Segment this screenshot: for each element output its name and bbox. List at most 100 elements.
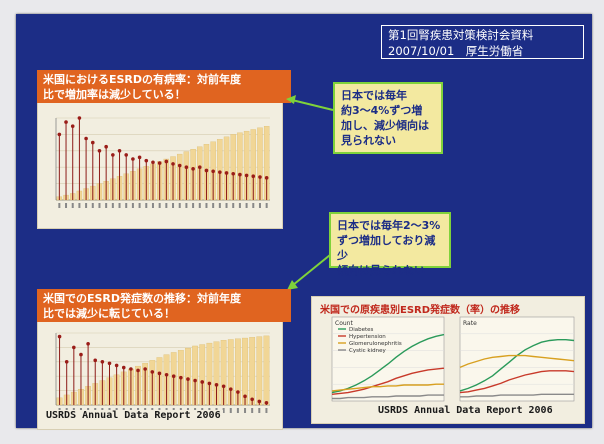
stem-point [77, 116, 82, 120]
x-tick-mark [225, 203, 228, 208]
legend-label: Diabetes [349, 327, 374, 333]
series-line [331, 367, 445, 395]
x-tick-mark [185, 203, 188, 208]
prevalence-title-line2: 比で増加率は減少している！ [43, 88, 186, 101]
cause-source-caption: USRDS Annual Data Report 2006 [376, 405, 555, 416]
stem-point [124, 153, 129, 157]
stem-point [200, 380, 205, 384]
stem-point [90, 140, 95, 145]
stem-point [164, 372, 169, 377]
stem-point [218, 170, 222, 174]
incidence-title-line2: 比では減少に転じている！ [43, 307, 175, 320]
note2-line2: ずつ増加しており減少 [337, 234, 436, 262]
note1-line4: 見られない [341, 134, 396, 147]
cause-chart: Count Rate DiabetesHypertensionGlomerulone… [331, 316, 575, 402]
stem-point [224, 171, 229, 175]
x-tick-mark [212, 203, 215, 208]
series-line [459, 370, 575, 394]
stem-point [107, 361, 112, 366]
stem-point [131, 157, 135, 161]
stem-point [204, 168, 209, 173]
x-tick-mark [245, 203, 248, 208]
stem-point [171, 374, 176, 378]
note1-line3: 加し、減少傾向は [341, 119, 429, 132]
x-tick-mark [178, 203, 181, 208]
x-tick-mark [65, 203, 68, 208]
prevalence-title-line1: 米国におけるESRDの有病率：対前年度 [43, 73, 242, 86]
note1-line1: 日本では毎年 [341, 89, 407, 102]
series-line [459, 354, 575, 369]
x-tick-mark [258, 203, 261, 208]
x-tick-mark [222, 408, 225, 413]
stem-point [100, 360, 105, 364]
x-tick-mark [71, 203, 74, 208]
bar [263, 335, 270, 406]
stem-point [143, 367, 147, 371]
x-tick-mark [118, 203, 121, 208]
x-tick-mark [205, 203, 208, 208]
stem-point [86, 342, 90, 346]
x-tick-mark [244, 408, 247, 413]
stem-point [257, 399, 262, 404]
stem-point [64, 120, 68, 124]
incidence-panel-title: 米国でのESRD発症数の推移：対前年度 比では減少に転じている！ [37, 289, 291, 322]
series-line [331, 383, 444, 392]
x-tick-mark [78, 203, 81, 208]
stem-point [211, 169, 215, 174]
x-tick-mark [172, 203, 175, 208]
stem-point [136, 368, 140, 373]
stem-point [121, 365, 126, 370]
stem-point [221, 384, 226, 389]
stem-point [129, 367, 133, 371]
stem-point [84, 136, 88, 141]
stem-point [236, 390, 240, 394]
series-line [332, 394, 444, 400]
stem-point [264, 176, 269, 180]
x-tick-mark [125, 203, 128, 208]
stem-point [184, 165, 189, 169]
legend-label: Hypertension [349, 334, 386, 340]
x-tick-mark [151, 203, 154, 208]
stem-point [144, 158, 149, 163]
stem-point [64, 360, 69, 364]
x-tick-mark [105, 203, 108, 208]
count-subplot-label: Count [335, 320, 353, 327]
stem-point [164, 159, 169, 164]
japan-incidence-note: 日本では毎年2～3% ずつ増加しており減少 傾向は見られない [329, 212, 451, 277]
x-tick-mark [218, 203, 221, 208]
incidence-title-line1: 米国でのESRD発症数の推移：対前年度 [43, 292, 242, 305]
stem-point [207, 381, 212, 386]
x-tick-mark [252, 203, 255, 208]
x-tick-mark [98, 203, 101, 208]
stem-point [238, 172, 242, 177]
incidence-chart-panel [37, 306, 283, 430]
stem-point [177, 163, 182, 168]
stem-point [214, 383, 219, 387]
stem-point [251, 174, 256, 179]
stem-point [231, 171, 236, 176]
stem-point [157, 161, 162, 165]
stem-point [150, 370, 155, 374]
x-tick-mark [236, 408, 239, 413]
stem-point [114, 363, 119, 368]
header-line1: 第1回腎疾患対策検討会資料 [388, 28, 534, 42]
x-tick-mark [265, 408, 268, 413]
incidence-chart [55, 332, 270, 413]
stem-point [186, 377, 190, 381]
bar [249, 337, 256, 406]
legend-label: Cystic kidney [349, 348, 386, 354]
cause-chart-panel: 米国での原疾患別ESRD発症数（率）の推移 Count Rate Diabetes H… [311, 296, 585, 424]
x-tick-mark [145, 203, 148, 208]
note2-line1: 日本では毎年2～3% [337, 219, 441, 232]
stem-point [117, 149, 122, 153]
legend-label: Glomerulonephritis [349, 341, 402, 347]
x-tick-mark [251, 408, 254, 413]
x-tick-mark [232, 203, 235, 208]
stem-point [137, 155, 142, 160]
document-header-box: 第1回腎疾患対策検討会資料 2007/10/01 厚生労働省 [381, 25, 584, 59]
stem-point [244, 173, 249, 178]
x-tick-mark [238, 203, 241, 208]
stem-point [228, 387, 233, 391]
note2-line3: 傾向は見られない [337, 264, 425, 277]
cause-panel-title: 米国での原疾患別ESRD発症数（率）の推移 [320, 305, 521, 316]
